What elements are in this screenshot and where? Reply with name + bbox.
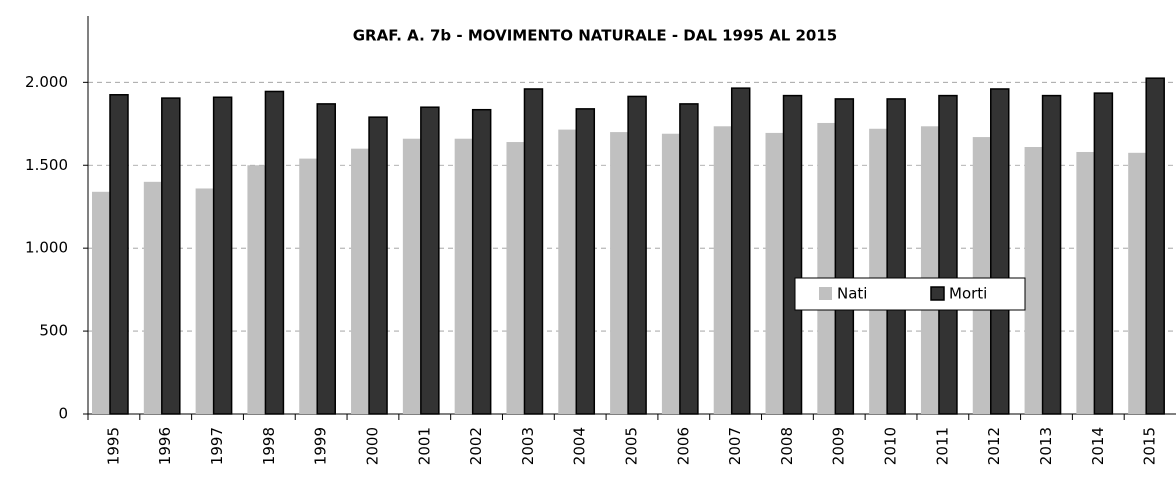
x-tick-label: 2014 <box>1089 427 1107 465</box>
bar <box>195 188 214 414</box>
bar <box>92 191 110 414</box>
bar <box>402 138 421 414</box>
bar <box>679 103 699 415</box>
y-tick-label: 0 <box>58 405 68 423</box>
bar <box>316 103 336 415</box>
bar <box>575 108 596 415</box>
bar <box>368 116 388 415</box>
y-tick-label: 500 <box>39 322 68 340</box>
legend-swatch <box>930 286 945 301</box>
bar <box>558 129 577 415</box>
bar <box>782 94 803 415</box>
x-tick-label: 1995 <box>104 427 122 465</box>
bar <box>506 142 525 415</box>
legend-box <box>794 277 1026 311</box>
bar <box>299 158 318 414</box>
bar <box>264 90 285 415</box>
x-tick-label: 2012 <box>985 427 1003 465</box>
bar <box>143 181 162 414</box>
x-tick-label: 2008 <box>778 427 796 465</box>
x-tick-label: 2010 <box>882 427 900 465</box>
x-tick-label: 2013 <box>1037 427 1055 465</box>
x-tick-label: 2015 <box>1141 427 1159 465</box>
bar <box>817 122 836 415</box>
x-tick-label: 2004 <box>571 427 589 465</box>
legend-label: Morti <box>949 285 987 303</box>
bar <box>920 126 939 414</box>
x-tick-label: 2011 <box>933 427 951 465</box>
bar <box>610 132 629 415</box>
y-tick-label: 1.500 <box>25 156 68 174</box>
bar <box>212 96 233 415</box>
bar <box>938 94 958 415</box>
x-tick-label: 1997 <box>208 427 226 465</box>
bar <box>161 97 181 415</box>
x-tick-label: 1999 <box>312 427 330 465</box>
bar <box>1024 147 1043 414</box>
x-tick-label: 2005 <box>623 427 641 465</box>
bar <box>869 128 888 414</box>
x-tick-label: 2006 <box>674 427 692 465</box>
legend-swatch <box>819 287 832 300</box>
bar <box>420 106 440 415</box>
bar <box>627 95 647 415</box>
bar <box>523 88 544 415</box>
bar <box>109 94 129 415</box>
x-tick-label: 1996 <box>156 427 174 465</box>
bar <box>713 126 732 414</box>
bar <box>1093 92 1114 415</box>
x-tick-label: 2009 <box>830 427 848 465</box>
bar <box>471 108 492 415</box>
bar <box>834 98 855 415</box>
x-tick-label: 2002 <box>467 427 485 465</box>
legend-label: Nati <box>837 285 867 303</box>
x-tick-label: 2007 <box>726 427 744 465</box>
y-tick-label: 2.000 <box>25 73 68 91</box>
bar <box>972 137 991 414</box>
x-tick-label: 1998 <box>260 427 278 465</box>
chart-title: GRAF. A. 7b - MOVIMENTO NATURALE - DAL 1… <box>353 27 837 45</box>
bar <box>454 138 473 414</box>
bar <box>1128 152 1147 414</box>
bar <box>1145 77 1165 415</box>
bar <box>661 133 680 414</box>
bar <box>1041 94 1062 415</box>
x-tick-label: 2001 <box>415 427 433 465</box>
bar <box>765 132 784 414</box>
x-tick-label: 2003 <box>519 427 537 465</box>
bar <box>351 148 370 414</box>
bar <box>247 165 266 414</box>
bar <box>886 98 906 415</box>
bar <box>1076 151 1095 414</box>
x-tick-label: 2000 <box>363 427 381 465</box>
bar <box>990 88 1010 415</box>
bar <box>730 87 751 415</box>
y-tick-label: 1.000 <box>25 239 68 257</box>
